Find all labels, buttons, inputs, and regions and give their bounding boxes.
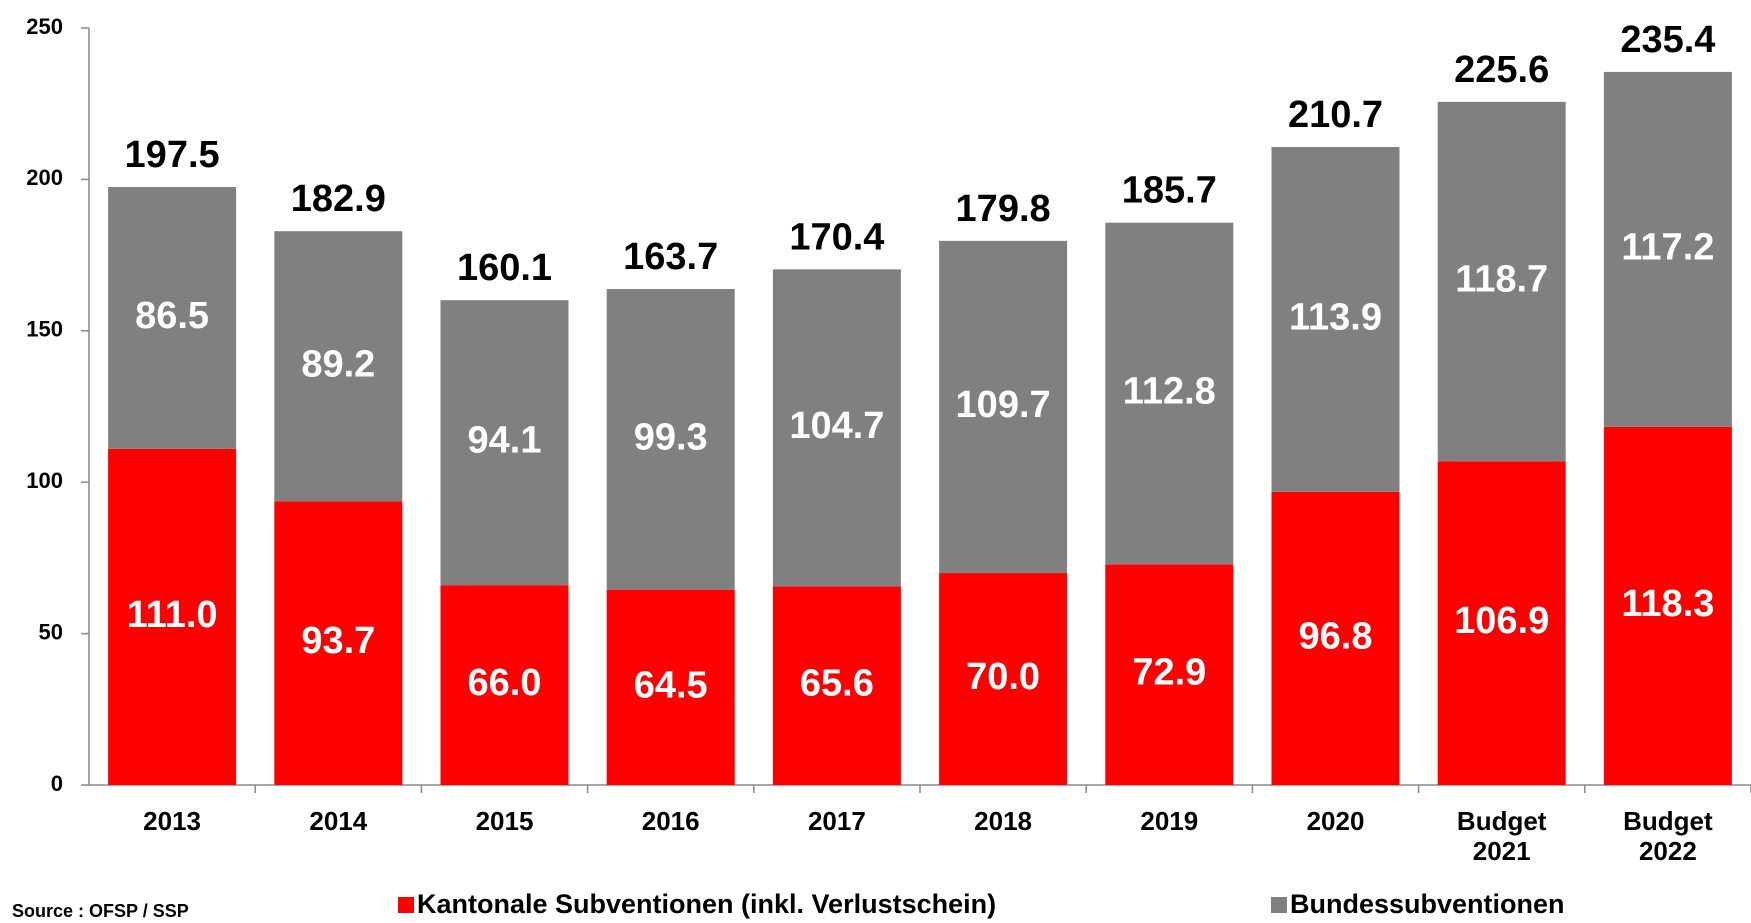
bar-segment (1603, 71, 1732, 427)
value-label: 72.9 (1132, 652, 1206, 694)
value-label: 70.0 (966, 656, 1040, 698)
x-tick-label: 2015 (476, 806, 534, 836)
x-tick-label: Budget 2021 (1457, 806, 1547, 866)
x-tick-label: 2013 (143, 806, 201, 836)
value-label: 93.7 (301, 620, 375, 662)
value-label: 113.9 (1289, 296, 1382, 338)
value-label: 64.5 (634, 664, 708, 706)
total-label: 170.4 (789, 216, 884, 258)
bar-segment (108, 448, 237, 785)
bar-segment (939, 573, 1068, 785)
value-label: 118.3 (1621, 583, 1714, 625)
bar-segment (274, 231, 403, 502)
total-label: 179.8 (956, 188, 1051, 230)
value-label: 65.6 (800, 663, 874, 705)
y-tick-label: 0 (51, 771, 63, 796)
value-label: 106.9 (1454, 600, 1549, 642)
bar-segment (772, 586, 901, 785)
total-label: 197.5 (125, 134, 220, 176)
bar-segment (939, 240, 1068, 574)
total-label: 225.6 (1454, 49, 1549, 91)
bar-segment (108, 186, 237, 449)
bar-segment (1271, 147, 1400, 492)
value-label: 109.7 (956, 384, 1051, 426)
bar-segment (1271, 491, 1400, 785)
x-tick-label: 2018 (974, 806, 1032, 836)
bar-segment (440, 585, 569, 785)
value-label: 94.1 (468, 420, 542, 462)
value-label: 112.8 (1123, 371, 1216, 413)
total-label: 163.7 (623, 236, 718, 278)
value-label: 89.2 (301, 343, 375, 385)
bar-segment (606, 589, 735, 785)
bar-segment (1437, 461, 1566, 785)
bar-segment (440, 300, 569, 586)
value-label: 96.8 (1299, 615, 1373, 657)
x-tick-label: 2020 (1307, 806, 1365, 836)
x-tick-label: Budget 2022 (1623, 806, 1713, 866)
total-label: 182.9 (291, 178, 386, 220)
value-label: 99.3 (634, 416, 708, 458)
value-label: 111.0 (127, 594, 218, 636)
bar-segment (1105, 564, 1234, 785)
y-tick-label: 250 (26, 14, 63, 39)
value-label: 66.0 (468, 662, 542, 704)
source: Source : OFSP / SSP (12, 901, 189, 921)
value-label: 118.7 (1455, 259, 1548, 301)
bar-segment (1437, 101, 1566, 462)
legend-label: Kantonale Subventionen (inkl. Verlustsch… (417, 889, 996, 919)
bar-segment (274, 501, 403, 785)
bar-segment (606, 289, 735, 590)
y-tick-label: 50 (39, 619, 63, 644)
bar-segment (772, 269, 901, 587)
total-label: 235.4 (1620, 19, 1715, 61)
x-tick-label: 2019 (1140, 806, 1198, 836)
x-tick-label: 2016 (642, 806, 700, 836)
y-tick-label: 100 (26, 468, 63, 493)
value-label: 104.7 (789, 405, 884, 447)
x-tick-label: 2017 (808, 806, 866, 836)
total-label: 160.1 (457, 247, 552, 289)
total-label: 185.7 (1122, 170, 1217, 212)
y-tick-label: 150 (26, 317, 63, 342)
value-label: 86.5 (135, 295, 209, 337)
total-label: 210.7 (1288, 94, 1383, 136)
legend-label: Bundessubventionen (1290, 889, 1565, 919)
x-tick-label: 2014 (309, 806, 367, 836)
legend-marker (398, 897, 414, 913)
legend-marker (1271, 897, 1287, 913)
value-label: 117.2 (1621, 226, 1714, 268)
y-tick-label: 200 (26, 165, 63, 190)
bar-segment (1105, 222, 1234, 565)
bar-segment (1603, 426, 1732, 785)
